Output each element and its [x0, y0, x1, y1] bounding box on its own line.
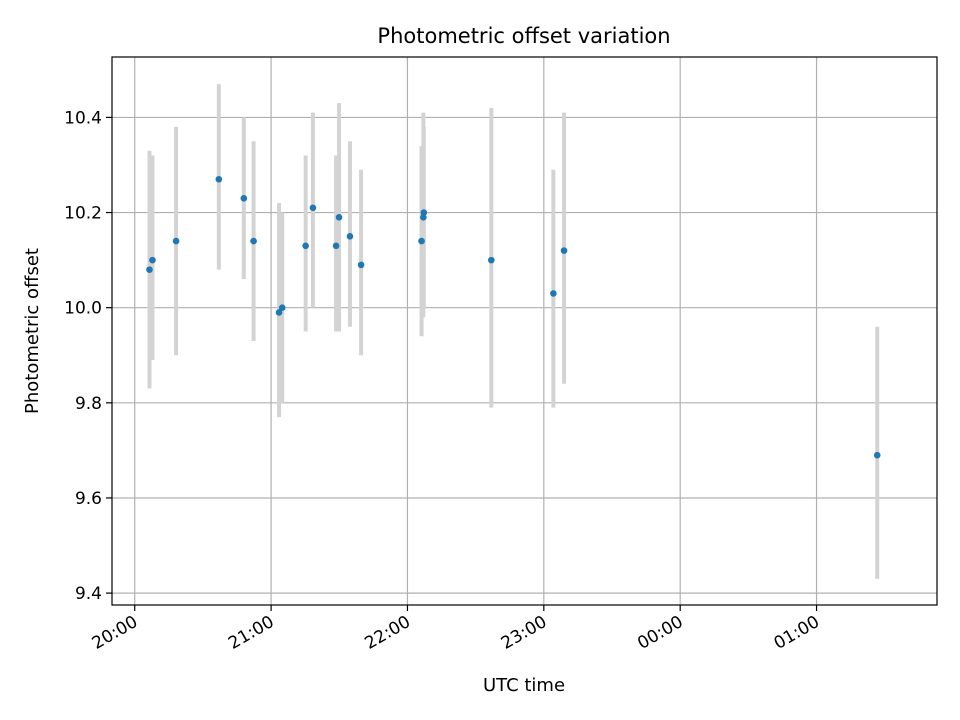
y-tick-label: 10.2: [64, 204, 102, 224]
data-points: [146, 175, 881, 459]
y-tick-label: 9.4: [75, 584, 102, 604]
y-tick-label: 10.4: [64, 108, 102, 128]
data-point: [357, 261, 365, 269]
data-point: [550, 290, 557, 297]
x-axis-label: UTC time: [483, 675, 565, 696]
y-axis-ticks: 9.4 9.6 9.8 10.0 10.2 10.4: [64, 108, 112, 604]
data-point: [335, 214, 343, 221]
chart-title: Photometric offset variation: [377, 24, 670, 48]
x-tick-label: 01:00: [771, 612, 823, 654]
data-point: [873, 451, 881, 459]
data-point: [332, 242, 340, 250]
plot-frame: [111, 56, 938, 606]
data-point: [418, 237, 425, 245]
x-tick-label: 00:00: [634, 612, 686, 654]
data-point: [309, 204, 317, 212]
data-point: [420, 209, 428, 216]
data-point: [240, 194, 248, 202]
data-point: [488, 256, 495, 264]
x-axis-ticks: 20:00 21:00 22:00 23:00 00:00 01:00: [89, 605, 823, 654]
data-point: [275, 309, 283, 316]
y-tick-label: 10.0: [64, 299, 102, 319]
errorbars: [147, 84, 880, 579]
data-point: [278, 304, 286, 311]
y-tick-label: 9.6: [75, 489, 102, 509]
data-point: [560, 247, 568, 254]
grid: [112, 57, 937, 605]
data-point: [420, 214, 427, 221]
x-tick-label: 22:00: [362, 612, 414, 654]
data-point: [302, 242, 309, 250]
data-point: [172, 237, 180, 245]
x-tick-label: 23:00: [498, 612, 550, 654]
data-point: [215, 175, 223, 183]
y-tick-label: 9.8: [75, 394, 102, 414]
data-point: [149, 256, 156, 264]
data-point: [146, 266, 153, 273]
data-point: [250, 237, 257, 245]
x-tick-label: 20:00: [89, 612, 141, 654]
data-point: [346, 233, 354, 240]
x-tick-label: 21:00: [225, 612, 277, 654]
y-axis-label: Photometric offset: [22, 248, 43, 414]
